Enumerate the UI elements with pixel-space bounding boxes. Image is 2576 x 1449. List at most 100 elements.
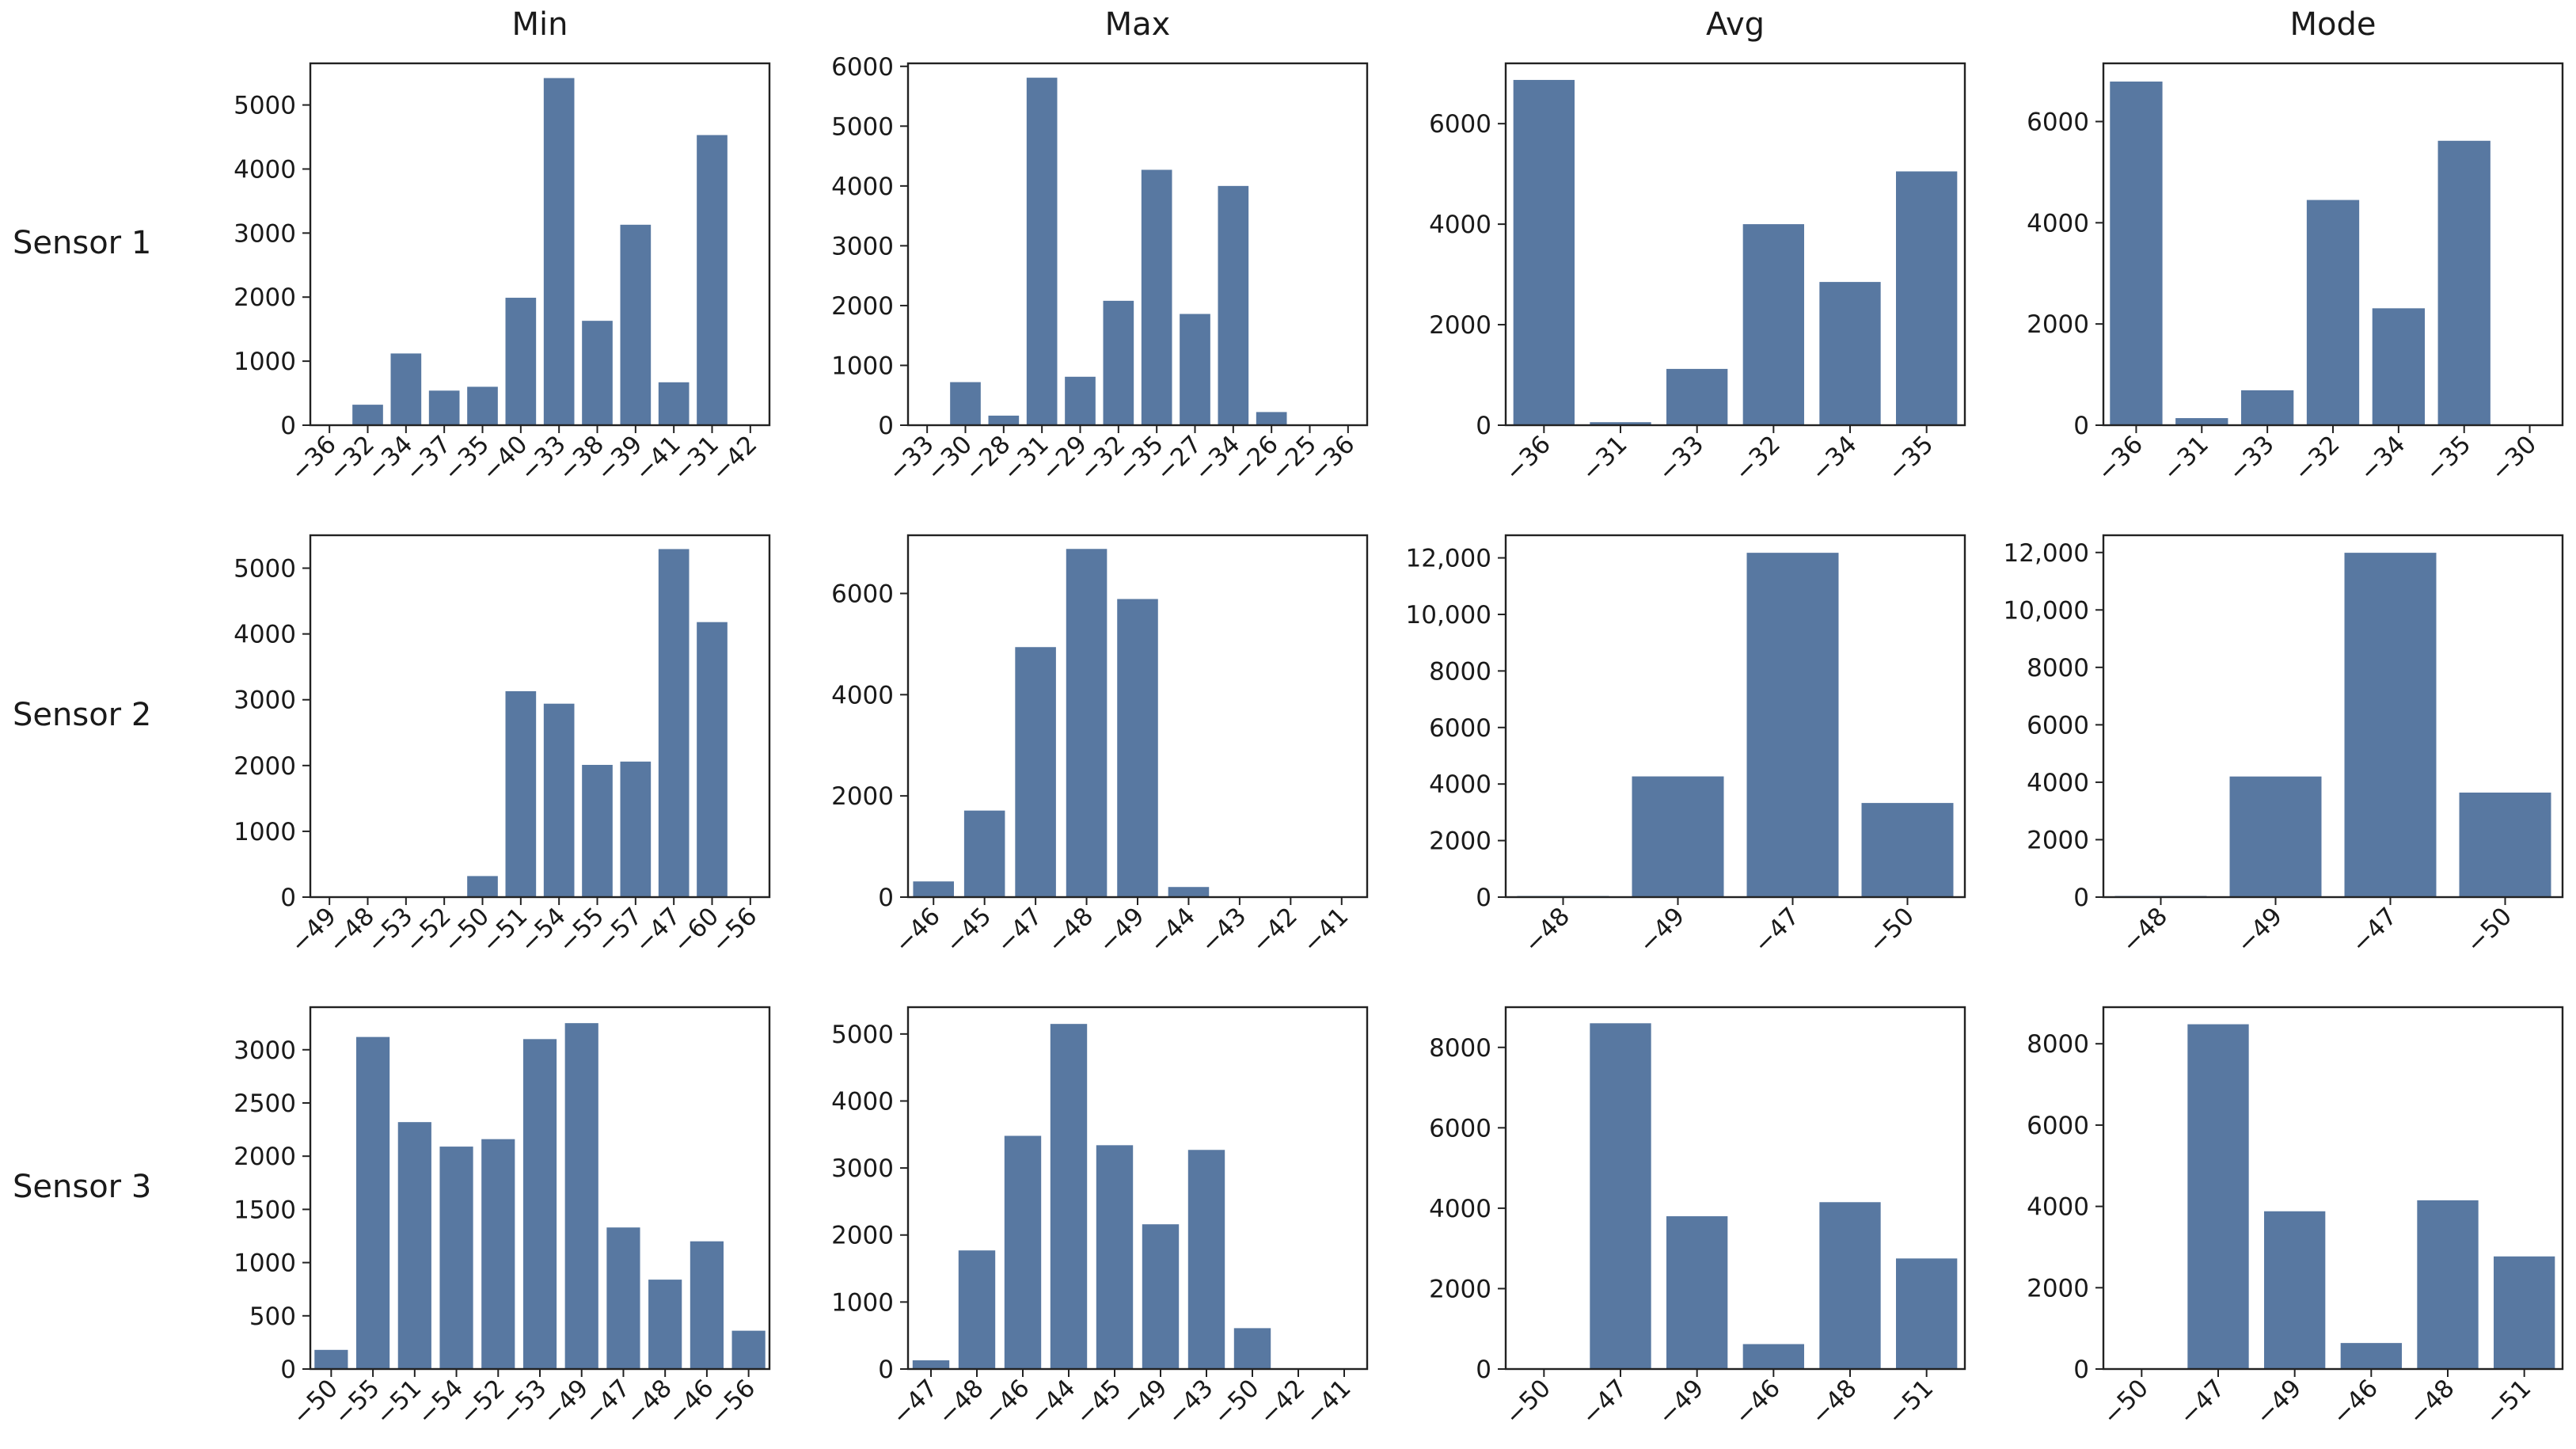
y-tick-label: 2000 — [831, 292, 894, 321]
bar-6 — [2437, 140, 2491, 426]
bar-5 — [2417, 1200, 2479, 1369]
bar-7 — [1141, 169, 1172, 425]
bar-11 — [697, 622, 728, 897]
y-tick-label: 2000 — [1429, 1275, 1491, 1303]
column-title-max: Max — [1105, 6, 1171, 43]
y-tick-label: 2000 — [1429, 827, 1491, 856]
chart-sensor-1-avg: 0 2000 4000 6000 −36 −31 −33 −32 −34 −35 — [1429, 62, 1966, 487]
bar-2 — [963, 810, 1005, 897]
chart-sensor-3-mode: 0 2000 4000 6000 8000 −50 −47 −49 −46 −48 −51 — [2027, 1006, 2564, 1431]
bar-10 — [658, 382, 690, 425]
bar-8 — [582, 321, 613, 425]
x-tick-label: −35 — [2420, 430, 2477, 487]
x-tick-label: −49 — [538, 1374, 595, 1431]
y-tick-label: 5000 — [831, 112, 894, 141]
bar-8 — [1180, 314, 1210, 425]
x-tick-label: −55 — [329, 1374, 386, 1431]
bar-6 — [2494, 1256, 2555, 1369]
bar-8 — [1233, 1328, 1271, 1369]
x-tick-label: −49 — [1093, 902, 1150, 959]
x-tick-label: −47 — [2174, 1374, 2231, 1431]
axes-frame — [2102, 1006, 2564, 1371]
y-tick-label: 2000 — [2027, 1274, 2089, 1303]
axes-frame — [309, 62, 771, 427]
y-tick-label: 8000 — [2027, 654, 2089, 683]
y-tick-label: 4000 — [2027, 1193, 2089, 1222]
row-labels: Sensor 1 Sensor 2 Sensor 3 — [13, 225, 151, 1205]
y-tick-label: 0 — [1476, 1356, 1491, 1384]
y-tick-label: 0 — [2073, 1356, 2089, 1384]
y-tick-label: 4000 — [831, 1087, 894, 1116]
bar-7 — [543, 703, 575, 897]
x-tick-label: −45 — [1070, 1374, 1127, 1431]
bar-10 — [658, 549, 690, 897]
bar-3 — [1015, 647, 1056, 897]
x-tick-label: −42 — [1254, 1374, 1311, 1431]
y-tick-label: 4000 — [831, 681, 894, 709]
y-tick-label: 3000 — [234, 219, 296, 248]
x-tick-label: −46 — [2327, 1374, 2384, 1431]
y-tick-label: 0 — [878, 884, 894, 912]
y-tick-label: 8000 — [2027, 1030, 2089, 1059]
y-tick-label: 3000 — [234, 686, 296, 715]
y-tick-label: 2000 — [234, 1143, 296, 1171]
bar-5 — [1065, 376, 1096, 425]
bar-5 — [2372, 308, 2425, 425]
bar-6 — [1168, 887, 1210, 897]
bar-5 — [467, 876, 498, 897]
x-tick-label: −52 — [454, 1374, 511, 1431]
y-tick-label: 4000 — [1429, 770, 1491, 799]
bar-3 — [2264, 1211, 2326, 1369]
y-tick-label: 2000 — [831, 782, 894, 811]
bar-5 — [1819, 282, 1881, 425]
bar-6 — [505, 690, 537, 897]
bar-7 — [1187, 1150, 1225, 1369]
x-tick-label: −47 — [991, 902, 1048, 959]
x-tick-label: −36 — [2092, 430, 2149, 487]
row-label-sensor-2: Sensor 2 — [13, 697, 151, 733]
bar-6 — [1896, 1258, 1958, 1369]
bar-9 — [620, 761, 652, 897]
y-tick-label: 2000 — [234, 752, 296, 781]
bar-3 — [2344, 553, 2437, 897]
column-title-mode: Mode — [2290, 6, 2377, 43]
y-tick-label: 5000 — [234, 555, 296, 584]
bar-3 — [1004, 1135, 1042, 1369]
x-tick-label: −50 — [2460, 902, 2517, 959]
bar-5 — [1117, 599, 1158, 897]
chart-sensor-3-avg: 0 2000 4000 6000 8000 −50 −47 −49 −46 −48 −51 — [1429, 1006, 1966, 1431]
y-tick-label: 0 — [878, 1356, 894, 1384]
x-tick-label: −51 — [2480, 1374, 2537, 1431]
bar-6 — [1896, 171, 1958, 425]
axes-frame — [1504, 534, 1966, 899]
x-tick-label: −48 — [1042, 902, 1099, 959]
y-tick-label: 4000 — [1429, 1195, 1491, 1223]
x-tick-label: −49 — [1116, 1374, 1173, 1431]
y-tick-label: 10,000 — [1406, 601, 1491, 629]
bar-7 — [543, 78, 575, 425]
y-tick-label: 0 — [2073, 412, 2089, 440]
x-tick-label: −43 — [1195, 902, 1252, 959]
x-tick-label: −35 — [1883, 430, 1940, 487]
x-tick-label: −53 — [496, 1374, 553, 1431]
bar-6 — [522, 1039, 557, 1369]
y-tick-label: 6000 — [1429, 714, 1491, 743]
chart-sensor-1-min: 010002000300040005000−36−32−34−37−35−40−… — [234, 62, 771, 487]
x-tick-label: −50 — [1863, 902, 1920, 959]
column-titles: Min Max Avg Mode — [512, 6, 2377, 43]
chart-panels: 010002000300040005000−36−32−34−37−35−40−… — [234, 53, 2564, 1431]
axes-frame — [906, 62, 1369, 427]
x-tick-label: −44 — [1024, 1374, 1081, 1431]
y-tick-label: 1000 — [234, 818, 296, 846]
axes-frame — [906, 1006, 1369, 1371]
bar-2 — [356, 1036, 390, 1369]
x-tick-label: −32 — [2289, 430, 2346, 487]
y-tick-label: 5000 — [831, 1021, 894, 1049]
y-tick-label: 8000 — [1429, 1034, 1491, 1063]
chart-sensor-1-max: 0100020003000400050006000−33−30−28−31−29… — [831, 53, 1369, 487]
chart-sensor-2-avg: 0 2000 4000 6000 8000 10,000 12,000 −48 −49 −47 −5… — [1406, 534, 1966, 959]
y-tick-label: 2000 — [2027, 826, 2089, 854]
x-tick-label: −48 — [1806, 1374, 1863, 1431]
x-tick-label: −54 — [412, 1374, 469, 1431]
